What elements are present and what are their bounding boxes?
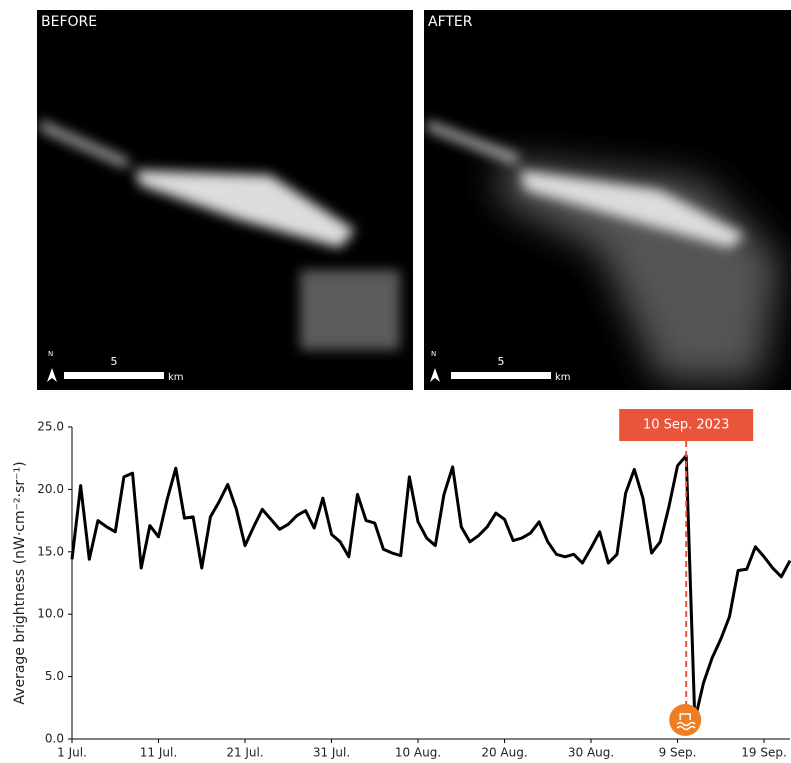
x-tick-label: 10 Aug. <box>395 746 441 760</box>
x-tick-label: 9 Sep. <box>659 746 697 760</box>
page: BEFORE N 5 km AFTER N 5 km Average brigh… <box>0 0 791 763</box>
y-tick-label: 10.0 <box>37 607 64 621</box>
event-marker <box>669 704 701 736</box>
line-series <box>72 456 790 721</box>
annotation-label: 10 Sep. 2023 <box>643 418 730 433</box>
y-tick-label: 5.0 <box>45 669 64 683</box>
x-tick-label: 20 Aug. <box>481 746 527 760</box>
x-tick-label: 19 Sep. <box>741 746 787 760</box>
x-tick-label: 1 Jul. <box>57 746 87 760</box>
scale-label: 5 <box>498 355 505 368</box>
y-tick-label: 0.0 <box>45 732 64 746</box>
figure: BEFORE N 5 km AFTER N 5 km Average brigh… <box>0 0 791 763</box>
scale-label: 5 <box>111 355 118 368</box>
y-axis-label: Average brightness (nW·cm⁻²·sr⁻¹) <box>12 461 28 704</box>
y-tick-label: 25.0 <box>37 420 64 434</box>
y-tick-label: 15.0 <box>37 544 64 558</box>
scale-unit: km <box>555 372 571 383</box>
x-tick-label: 21 Jul. <box>226 746 263 760</box>
map-label: BEFORE <box>41 14 97 30</box>
x-tick-label: 30 Aug. <box>568 746 614 760</box>
north-label: N <box>431 350 436 358</box>
x-tick-label: 31 Jul. <box>313 746 350 760</box>
x-tick-label: 11 Jul. <box>140 746 177 760</box>
map-label: AFTER <box>428 14 473 30</box>
map-after: AFTER N 5 km <box>424 10 791 390</box>
scale-unit: km <box>168 372 184 383</box>
map-before: BEFORE N 5 km <box>37 10 413 390</box>
north-label: N <box>48 350 53 358</box>
y-tick-label: 20.0 <box>37 482 64 496</box>
